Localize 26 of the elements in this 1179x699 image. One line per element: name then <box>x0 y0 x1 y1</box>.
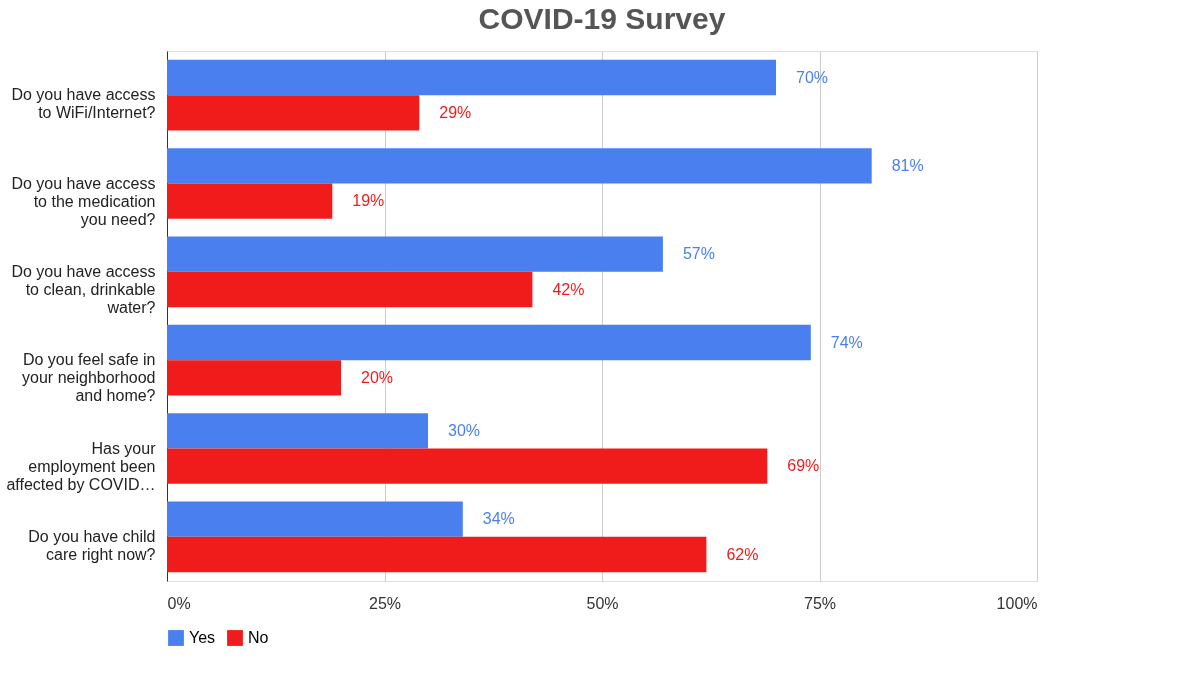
y-tick-label: Do you have access to WiFi/Internet? <box>11 86 156 122</box>
x-tick-label: 75% <box>803 594 837 612</box>
y-tick-label: Do you have access to clean, drinkable water? <box>11 262 156 316</box>
y-tick-label: Do you feel safe in your neighborhood and home? <box>22 351 156 405</box>
data-label: 34% <box>482 510 515 528</box>
data-label: 20% <box>361 368 394 386</box>
chart-title: COVID-19 Survey <box>478 2 726 35</box>
data-label: 69% <box>787 457 820 475</box>
y-tick-label: Has your employment been affected by COVID… <box>6 439 157 493</box>
data-label: 19% <box>352 192 385 210</box>
y-tick-label: Do you have access to the medication you need? <box>11 174 156 228</box>
x-tick-label: 0% <box>167 594 191 612</box>
data-label: 62% <box>726 545 759 563</box>
x-tick-label: 100% <box>996 594 1038 612</box>
x-tick-label: 25% <box>368 594 402 612</box>
data-label: 70% <box>796 68 829 86</box>
data-label: 42% <box>552 280 585 298</box>
legend-label: Yes <box>189 629 216 646</box>
data-label: 29% <box>439 103 472 121</box>
data-label: 30% <box>448 421 481 439</box>
data-label: 74% <box>830 333 863 351</box>
data-label: 57% <box>682 245 715 263</box>
legend-label: No <box>248 629 269 646</box>
y-tick-label: Do you have child care right now? <box>28 527 156 563</box>
data-label: 81% <box>891 156 924 174</box>
x-tick-label: 50% <box>586 594 619 612</box>
